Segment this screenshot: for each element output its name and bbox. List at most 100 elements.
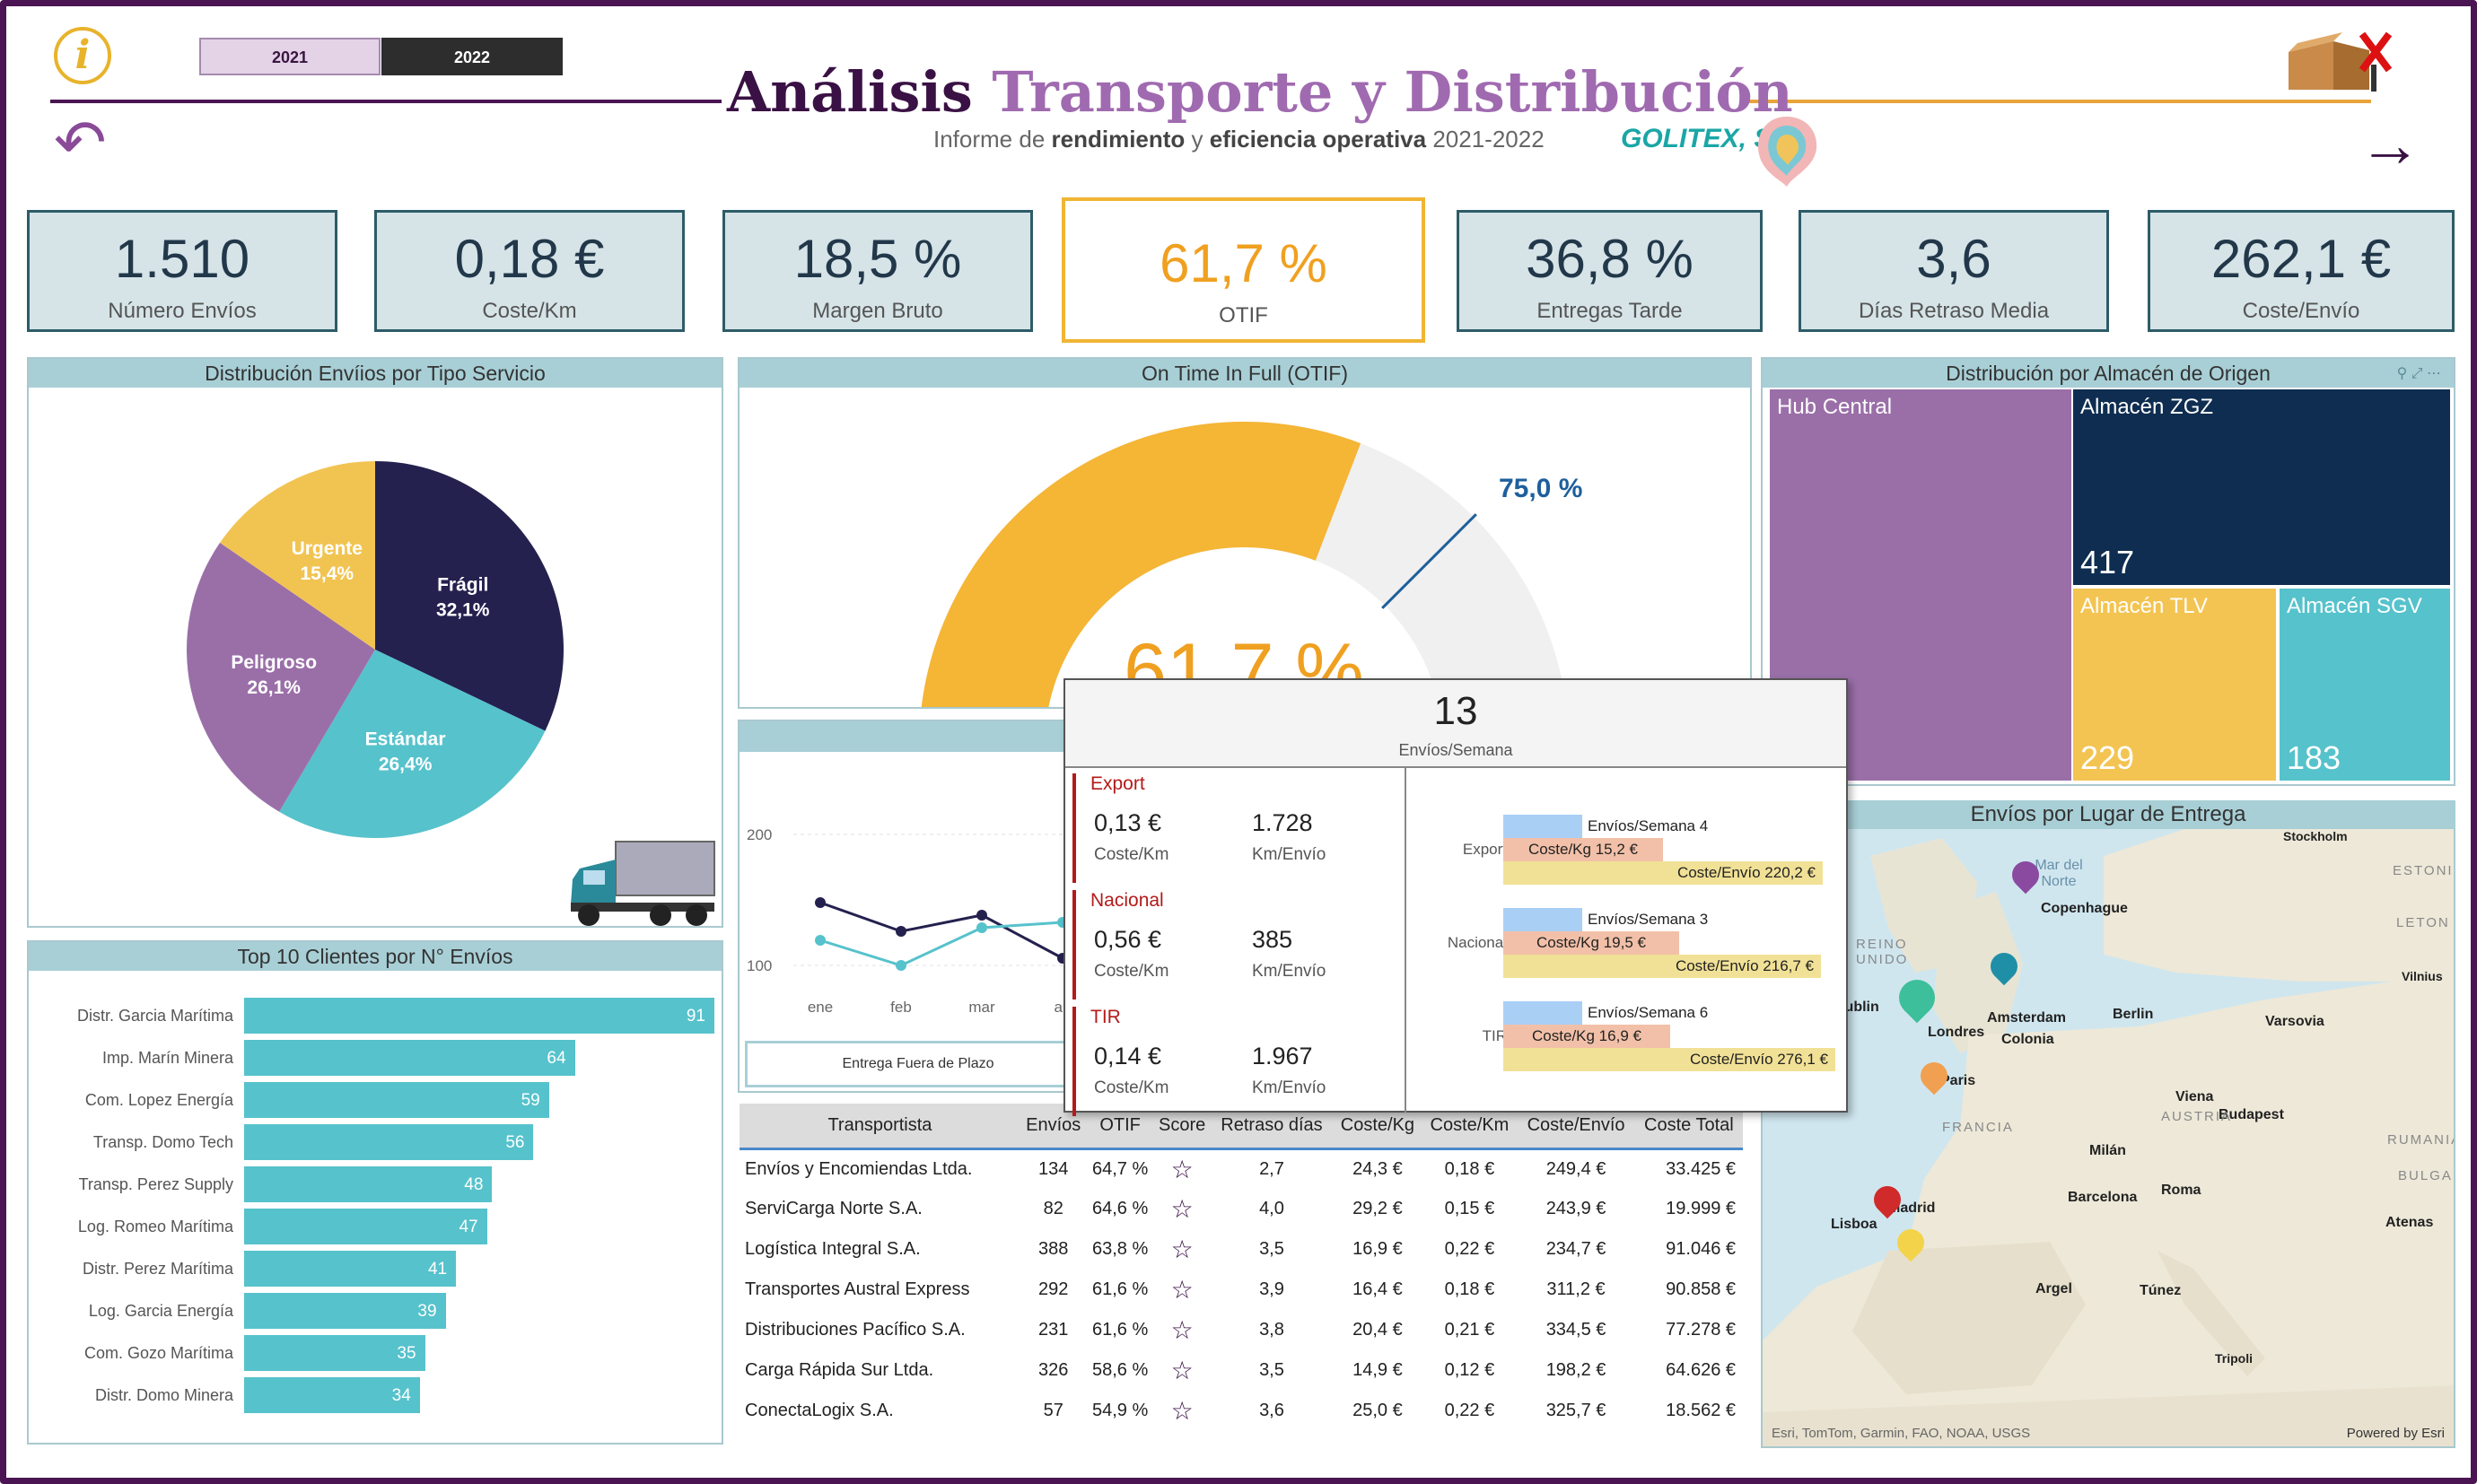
map-city-label: Atenas	[2385, 1215, 2434, 1230]
line-point[interactable]	[976, 910, 987, 921]
client-bar-row[interactable]: Distr. Domo Minera 34	[56, 1377, 738, 1413]
line-point[interactable]	[896, 960, 906, 971]
table-header-1[interactable]: Envíos	[1020, 1104, 1087, 1150]
year-2021-button[interactable]: 2021	[199, 38, 381, 75]
pie-chart[interactable]: Frágil 32,1% Estándar 26,4% Peligroso 26,1% Ur…	[29, 388, 722, 926]
pie-slice-3[interactable]	[220, 461, 375, 650]
client-bar-row[interactable]: Com. Lopez Energía 59	[56, 1082, 738, 1118]
map-city-label: Copenhague	[2041, 901, 2128, 916]
table-row[interactable]: Carga Rápida Sur Ltda. 326 58,6 % ☆ 3,5 14,9 …	[740, 1350, 1743, 1391]
client-bar-row[interactable]: Com. Gozo Marítima 35	[56, 1335, 738, 1371]
back-arrow-icon[interactable]: ↶	[54, 108, 107, 178]
client-bar[interactable]: 34	[244, 1377, 420, 1413]
year-2022-button[interactable]: 2022	[381, 38, 563, 75]
kpi-dias-retraso: 3,6 Días Retraso Media	[1799, 210, 2109, 332]
client-bar[interactable]: 47	[244, 1209, 487, 1244]
client-bar[interactable]: 91	[244, 998, 714, 1034]
otif-gauge-panel: On Time In Full (OTIF) 75,0 % 61,7 %	[738, 357, 1752, 709]
table-cell: 19.999 €	[1666, 1199, 1736, 1218]
subtitle-bold-2: eficiencia operativa	[1209, 126, 1427, 153]
client-bar-row[interactable]: Log. Romeo Marítima 47	[56, 1209, 738, 1244]
tooltip-section-title: Nacional	[1090, 890, 1164, 911]
client-bar-row[interactable]: Imp. Marín Minera 64	[56, 1040, 738, 1076]
client-bar-row[interactable]: Log. Garcia Energía 39	[56, 1293, 738, 1329]
client-bar-row[interactable]: Distr. Garcia Marítima 91	[56, 998, 738, 1034]
kpi-value: 1.510	[114, 229, 250, 289]
x-tick: ene	[808, 999, 833, 1012]
pie-slice-1[interactable]	[279, 650, 546, 838]
map-city-label: Tripoli	[2215, 1351, 2253, 1366]
client-bar-row[interactable]: Distr. Perez Marítima 41	[56, 1251, 738, 1287]
score-star-icon: ☆	[1170, 1276, 1194, 1304]
client-bar-value: 59	[521, 1091, 540, 1110]
table-header-0[interactable]: Transportista	[740, 1104, 1020, 1150]
client-bar-value: 91	[686, 1007, 705, 1026]
line-series-1[interactable]	[819, 921, 1063, 967]
kpi-value: 18,5 %	[793, 229, 962, 289]
pie-slice-2[interactable]	[187, 542, 375, 812]
gauge-fill[interactable]	[919, 422, 1361, 709]
client-bar[interactable]: 59	[244, 1082, 549, 1118]
tooltip-coste-km-label: Coste/Km	[1094, 1078, 1169, 1097]
line-point[interactable]	[815, 897, 826, 908]
table-cell: Carga Rápida Sur Ltda.	[745, 1360, 934, 1380]
otif-gauge[interactable]: 75,0 %61,7 %	[740, 388, 1750, 709]
client-bar[interactable]: 39	[244, 1293, 446, 1329]
table-row[interactable]: Distribuciones Pacífico S.A. 231 61,6 % ☆ 3,…	[740, 1310, 1743, 1350]
line-chart-panel: 200 100 ene feb mar ab Entrega Fuera de Plazo	[738, 720, 1097, 1093]
truck-icon	[571, 841, 715, 926]
next-arrow-icon[interactable]: →	[2359, 109, 2421, 179]
table-row[interactable]: Envíos y Encomiendas Ltda. 134 64,7 % ☆ 2,7 2…	[740, 1148, 1743, 1189]
table-row[interactable]: Logística Integral S.A. 388 63,8 % ☆ 3,5 16,9…	[740, 1229, 1743, 1270]
client-bar-value: 34	[391, 1386, 411, 1405]
info-icon[interactable]: i	[54, 27, 111, 84]
pie-slice-0[interactable]	[375, 461, 564, 731]
client-bar[interactable]: 41	[244, 1251, 457, 1287]
table-cell: 231	[1038, 1320, 1069, 1340]
pie-label-name: Frágil	[437, 574, 488, 595]
kpi-otif: 61,7 % OTIF	[1062, 197, 1425, 343]
treemap-almacen-tlv[interactable]: Almacén TLV 229	[2073, 589, 2276, 781]
client-bar-row[interactable]: Transp. Domo Tech 56	[56, 1124, 738, 1160]
y-tick: 200	[747, 826, 772, 843]
treemap-almacen-sgv[interactable]: Almacén SGV 183	[2280, 589, 2450, 781]
table-cell: 3,8	[1259, 1320, 1284, 1340]
table-cell: 0,22 €	[1444, 1401, 1495, 1420]
table-row[interactable]: ConectaLogix S.A. 57 54,9 % ☆ 3,6 25,0 € 0,22 …	[740, 1391, 1743, 1431]
map-powered-by: Powered by Esri	[2346, 1426, 2445, 1441]
map-city-label: Argel	[2035, 1281, 2072, 1296]
table-row[interactable]: ServiCarga Norte S.A. 82 64,6 % ☆ 4,0 29,2 € 0…	[740, 1189, 1743, 1229]
table-cell: 14,9 €	[1352, 1360, 1403, 1380]
client-bar-value: 64	[547, 1049, 566, 1068]
kpi-label: Número Envíos	[108, 299, 257, 323]
table-cell: 0,21 €	[1444, 1320, 1495, 1340]
line-series-0[interactable]	[819, 901, 1063, 960]
pie-title: Distribución Envíios por Tipo Servicio	[29, 359, 722, 388]
tooltip-km-envio-label: Km/Envío	[1252, 845, 1326, 864]
line-point[interactable]	[815, 935, 826, 946]
title-part-1: Análisis	[727, 59, 973, 125]
subtitle-bold-1: rendimiento	[1051, 126, 1186, 153]
table-row[interactable]: Transportes Austral Express 292 61,6 % ☆ 3,9…	[740, 1270, 1743, 1310]
kpi-label: OTIF	[1219, 303, 1268, 327]
table-cell: 24,3 €	[1352, 1158, 1403, 1179]
delivery-map[interactable]: Stockholm Mar del Norte Copenhague Dublin Am…	[1761, 800, 2455, 1448]
line-point[interactable]	[896, 926, 906, 937]
tooltip-km-envio-value: 1.728	[1252, 809, 1313, 836]
client-bar[interactable]: 56	[244, 1124, 534, 1160]
client-bar-value: 39	[417, 1302, 437, 1321]
treemap-almacen-zgz[interactable]: Almacén ZGZ 417	[2073, 389, 2450, 585]
subtitle-mid: y	[1185, 126, 1210, 153]
page-title: Análisis Transporte y Distribución	[727, 59, 1793, 125]
tooltip-coste-km-value: 0,13 €	[1094, 809, 1162, 836]
subtitle-pre: Informe de	[933, 126, 1052, 153]
client-bar[interactable]: 64	[244, 1040, 575, 1076]
client-bar-row[interactable]: Transp. Perez Supply 48	[56, 1166, 738, 1202]
visual-options-icon[interactable]: ⚲ ⤢ ⋯	[2396, 366, 2441, 381]
client-bar[interactable]: 48	[244, 1166, 493, 1202]
table-cell: 29,2 €	[1352, 1199, 1403, 1218]
x-tick: mar	[968, 999, 995, 1012]
client-bar[interactable]: 35	[244, 1335, 425, 1371]
line-point[interactable]	[976, 922, 987, 933]
